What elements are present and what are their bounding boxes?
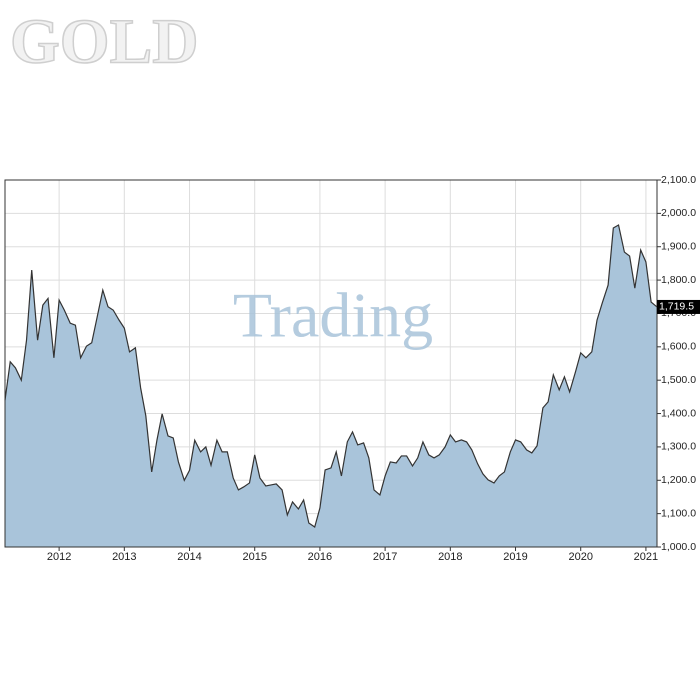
- line: [4, 224, 658, 528]
- x-tick-label: 2019: [503, 551, 527, 563]
- y-tick-label: 1,100.0: [661, 507, 696, 519]
- x-tick-label: 2017: [373, 551, 397, 563]
- plot-frame: [4, 179, 658, 548]
- y-tick-label: 1,300.0: [661, 441, 696, 453]
- y-tick-label: 1,500.0: [661, 374, 696, 386]
- x-tick-label: 2014: [177, 551, 201, 563]
- chart-title: GOLD: [10, 6, 198, 77]
- y-tick-label: 1,200.0: [661, 474, 696, 486]
- x-tick-label: 2020: [568, 551, 592, 563]
- y-tick-label: 2,100.0: [661, 174, 696, 186]
- area: [5, 225, 657, 548]
- x-tick-label: 2021: [634, 551, 658, 563]
- y-tick-label: 1,400.0: [661, 407, 696, 419]
- y-tick-label: 1,900.0: [661, 241, 696, 253]
- watermark: Trading: [233, 280, 433, 351]
- y-tick-label: 1,600.0: [661, 341, 696, 353]
- y-tick-label: 2,000.0: [661, 207, 696, 219]
- y-tick-label: 1,000.0: [661, 541, 696, 553]
- last-value-box: [657, 299, 700, 314]
- x-tick-label: 2016: [308, 551, 332, 563]
- y-tick-label: 1,800.0: [661, 274, 696, 286]
- x-tick-label: 2012: [47, 551, 71, 563]
- x-tick-label: 2013: [112, 551, 136, 563]
- last-value-label: 1,719.5: [659, 301, 694, 313]
- x-tick-label: 2018: [438, 551, 462, 563]
- x-tick-label: 2015: [242, 551, 266, 563]
